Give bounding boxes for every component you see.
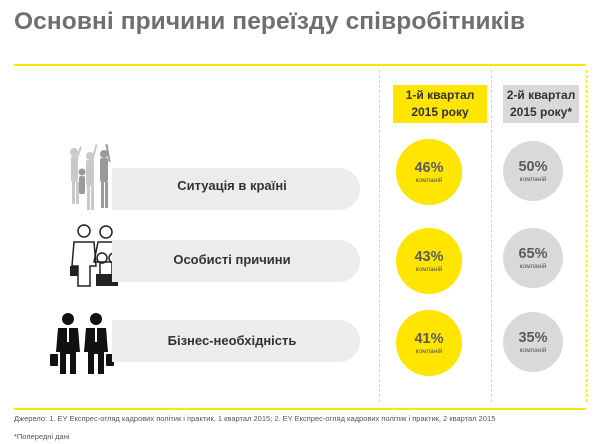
value-circle-q1-country: 46% компаній — [396, 139, 462, 205]
value-circle-q2-country: 50% компаній — [503, 141, 563, 201]
protest-crowd-icon — [60, 142, 120, 221]
column-divider-left — [379, 70, 380, 402]
column-header-q2: 2-й квартал 2015 року* — [503, 85, 579, 123]
row-label-country: Ситуація в країні — [177, 178, 287, 193]
column-header-q1-line1: 1-й квартал — [405, 88, 475, 102]
row-label-business: Бізнес-необхідність — [167, 333, 297, 348]
footer-divider — [14, 408, 586, 410]
column-header-q1: 1-й квартал 2015 року — [393, 85, 487, 123]
row-label-personal: Особисті причини — [173, 252, 291, 267]
row-bar-business — [112, 320, 360, 362]
page-title: Основні причини переїзду співробітників — [14, 8, 526, 35]
source-note: Джерело: 1. EY Експрес-огляд кадрових по… — [14, 414, 496, 423]
value-circle-q1-business: 41% компаній — [396, 310, 462, 376]
unit-label: компаній — [519, 346, 547, 354]
column-header-q2-line2: 2015 року* — [509, 105, 573, 119]
value-q1-business: 41% — [414, 330, 444, 347]
value-circle-q2-business: 35% компаній — [503, 312, 563, 372]
preliminary-note: *Попередні дані — [14, 432, 70, 441]
unit-label: компаній — [415, 347, 443, 355]
value-circle-q1-personal: 43% компаній — [396, 228, 462, 294]
column-header-q2-line1: 2-й квартал — [506, 88, 576, 102]
title-divider — [14, 64, 586, 66]
unit-label: компаній — [519, 262, 547, 270]
column-header-q1-line2: 2015 року — [411, 105, 469, 119]
value-circle-q2-personal: 65% компаній — [503, 228, 563, 288]
row-bar-country — [112, 168, 360, 210]
business-people-icon — [50, 312, 116, 381]
unit-label: компаній — [415, 265, 443, 273]
row-bar-personal — [112, 240, 360, 282]
value-q2-personal: 65% — [518, 245, 548, 262]
column-divider-right — [586, 70, 587, 402]
unit-label: компаній — [415, 176, 443, 184]
value-q2-country: 50% — [518, 158, 548, 175]
unit-label: компаній — [519, 175, 547, 183]
column-divider-middle — [491, 70, 492, 402]
value-q1-personal: 43% — [414, 248, 444, 265]
value-q2-business: 35% — [518, 329, 548, 346]
value-q1-country: 46% — [414, 159, 444, 176]
